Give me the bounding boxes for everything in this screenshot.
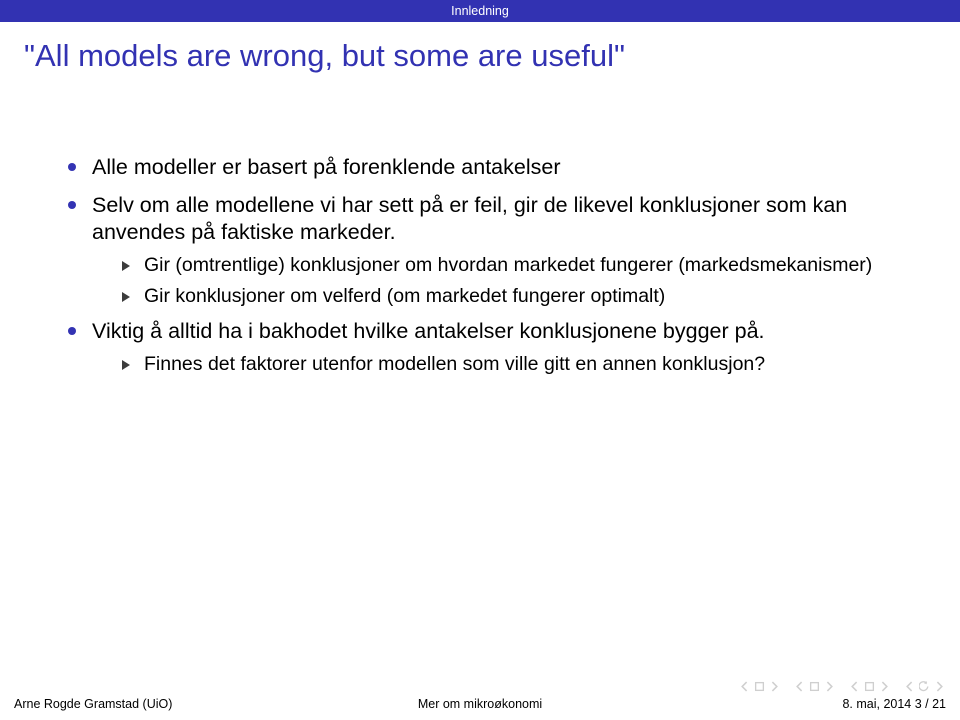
list-item: Finnes det faktorer utenfor modellen som… [122, 352, 920, 377]
sub-bullet-list: Gir (omtrentlige) konklusjoner om hvorda… [92, 253, 920, 309]
nav-prev-subsection[interactable] [795, 681, 834, 692]
chevron-left-icon [850, 681, 861, 692]
list-item: Gir (omtrentlige) konklusjoner om hvorda… [122, 253, 920, 278]
footer-author: Arne Rogde Gramstad (UiO) [14, 697, 325, 711]
section-label: Innledning [451, 4, 509, 18]
slide-content: Alle modeller er basert på forenklende a… [0, 80, 960, 377]
square-icon [754, 681, 765, 692]
slide-title: "All models are wrong, but some are usef… [0, 22, 960, 80]
list-item: Alle modeller er basert på forenklende a… [68, 154, 920, 182]
chevron-right-icon [823, 681, 834, 692]
footer-bar: Arne Rogde Gramstad (UiO) Mer om mikroøk… [0, 694, 960, 720]
chevron-left-icon [740, 681, 751, 692]
footer-date-page: 8. mai, 2014 3 / 21 [635, 697, 946, 711]
bullet-text: Finnes det faktorer utenfor modellen som… [144, 353, 765, 375]
bullet-text: Gir (omtrentlige) konklusjoner om hvorda… [144, 254, 872, 276]
square-icon [864, 681, 875, 692]
list-item: Viktig å alltid ha i bakhodet hvilke ant… [68, 318, 920, 376]
chevron-right-icon [933, 681, 944, 692]
bullet-text: Selv om alle modellene vi har sett på er… [92, 193, 847, 245]
list-item: Gir konklusjoner om velferd (om markedet… [122, 284, 920, 309]
nav-prev-frame[interactable] [850, 681, 889, 692]
undo-icon [919, 681, 930, 692]
chevron-left-icon [905, 681, 916, 692]
bullet-text: Gir konklusjoner om velferd (om markedet… [144, 285, 665, 307]
chevron-right-icon [768, 681, 779, 692]
section-header-bar: Innledning [0, 0, 960, 22]
list-item: Selv om alle modellene vi har sett på er… [68, 192, 920, 309]
bullet-text: Viktig å alltid ha i bakhodet hvilke ant… [92, 319, 765, 343]
chevron-left-icon [795, 681, 806, 692]
chevron-right-icon [878, 681, 889, 692]
footer-title: Mer om mikroøkonomi [325, 697, 636, 711]
bullet-text: Alle modeller er basert på forenklende a… [92, 155, 561, 179]
nav-prev-section[interactable] [740, 681, 779, 692]
nav-toolbar [740, 681, 944, 692]
bullet-list: Alle modeller er basert på forenklende a… [40, 154, 920, 377]
square-icon [809, 681, 820, 692]
nav-back-forward[interactable] [905, 681, 944, 692]
sub-bullet-list: Finnes det faktorer utenfor modellen som… [92, 352, 920, 377]
